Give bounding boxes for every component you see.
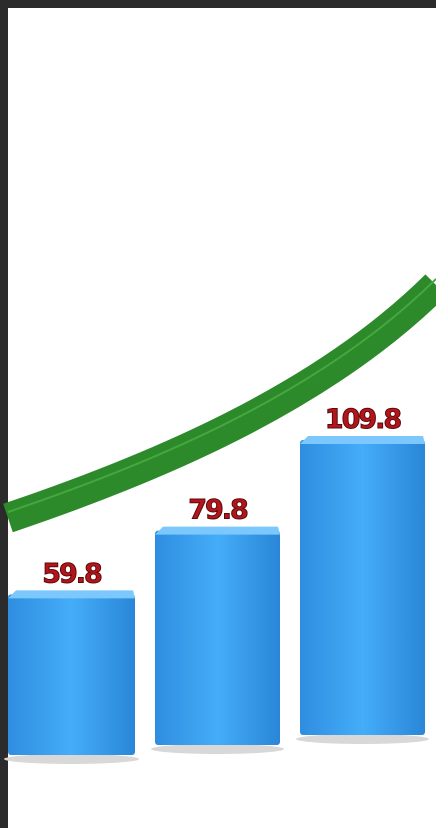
bar-top bbox=[8, 590, 135, 599]
trend-arrow-highlight bbox=[7, 278, 436, 513]
value-label: 109.8 bbox=[325, 404, 402, 435]
value-label: 59.8 bbox=[42, 558, 102, 589]
bars: 59.8 79.8 109.8 bbox=[4, 404, 429, 764]
bar bbox=[155, 530, 280, 745]
bar bbox=[8, 594, 135, 755]
bar-shadow bbox=[296, 734, 429, 744]
bar bbox=[300, 440, 425, 735]
trend-arrow bbox=[3, 274, 436, 533]
value-label: 79.8 bbox=[188, 495, 248, 526]
bar-shadow bbox=[4, 754, 139, 764]
bar-top bbox=[300, 436, 425, 444]
bar-top bbox=[155, 526, 280, 535]
bar-shadow bbox=[151, 744, 284, 754]
